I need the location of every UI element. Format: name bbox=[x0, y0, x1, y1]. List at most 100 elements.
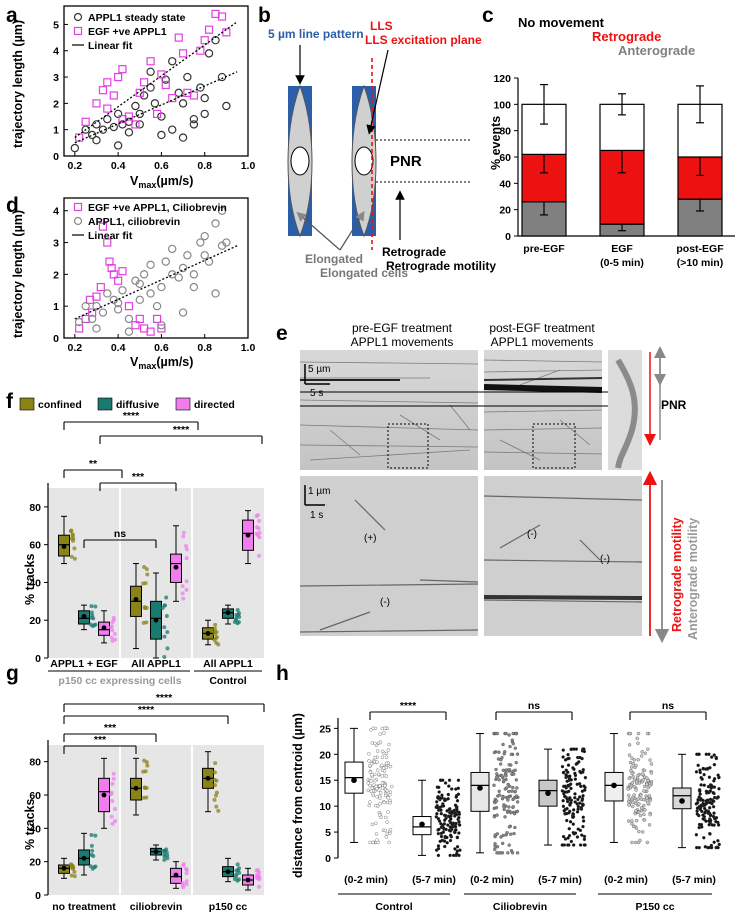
data-point bbox=[581, 815, 585, 819]
data-point bbox=[507, 825, 512, 829]
data-point bbox=[695, 752, 699, 756]
data-point bbox=[257, 518, 262, 523]
data-point bbox=[180, 883, 185, 888]
data-point bbox=[577, 795, 582, 799]
data-point bbox=[217, 12, 227, 21]
data-point bbox=[217, 206, 227, 215]
data-point bbox=[632, 793, 636, 797]
elongated-label-1: Elongated bbox=[305, 252, 363, 266]
data-point bbox=[196, 83, 205, 92]
data-point bbox=[213, 783, 218, 788]
data-point bbox=[513, 789, 517, 794]
lls-label-1: LLS bbox=[370, 19, 393, 33]
cat-egf-time: (0-5 min) bbox=[600, 257, 644, 269]
data-point bbox=[162, 655, 167, 660]
data-point bbox=[566, 843, 570, 847]
y-tick-label: 100 bbox=[493, 99, 511, 111]
timepoint-label: (0-2 min) bbox=[470, 874, 514, 886]
data-point bbox=[379, 791, 383, 795]
data-point bbox=[189, 270, 199, 279]
legend-egf: EGF +ve APPL1 bbox=[88, 26, 167, 38]
data-point bbox=[583, 775, 588, 780]
data-point bbox=[162, 603, 167, 608]
data-point bbox=[378, 732, 382, 736]
data-point bbox=[174, 88, 183, 98]
data-point bbox=[445, 809, 449, 813]
data-point bbox=[573, 792, 577, 796]
data-point bbox=[443, 798, 447, 803]
data-point bbox=[704, 789, 709, 794]
data-point bbox=[575, 810, 580, 814]
mean-marker bbox=[545, 790, 551, 796]
data-point bbox=[70, 533, 75, 538]
data-point bbox=[446, 792, 451, 797]
x-tick-label: 0.4 bbox=[111, 160, 126, 172]
data-point bbox=[626, 819, 631, 823]
data-point bbox=[456, 778, 461, 782]
data-point bbox=[373, 803, 378, 808]
panel-h-box: distance from centroid (µm) 0 5 10 15 20 25 (… bbox=[291, 700, 721, 913]
data-point bbox=[507, 763, 511, 767]
panel-g-ylabel: % tracks bbox=[23, 799, 37, 850]
data-point bbox=[174, 33, 183, 42]
data-point bbox=[580, 833, 584, 837]
retro-label-1: Retrograde bbox=[382, 245, 446, 259]
x-tick-label: 1.0 bbox=[241, 160, 256, 172]
y-tick-label: 2 bbox=[53, 269, 59, 281]
data-point bbox=[181, 534, 186, 539]
data-point bbox=[374, 832, 379, 836]
data-point bbox=[572, 843, 576, 847]
data-point bbox=[632, 778, 636, 782]
data-point bbox=[714, 756, 719, 761]
legend-retro: Retrograde bbox=[592, 29, 661, 44]
data-point bbox=[103, 78, 112, 87]
data-point bbox=[496, 757, 501, 761]
data-point bbox=[706, 784, 711, 789]
data-point bbox=[637, 829, 641, 834]
data-point bbox=[640, 754, 644, 758]
legend-directed: directed bbox=[194, 399, 235, 411]
data-point bbox=[111, 771, 116, 776]
data-point bbox=[384, 835, 388, 839]
data-point bbox=[563, 758, 568, 762]
data-point bbox=[110, 799, 115, 804]
data-point bbox=[118, 286, 127, 295]
data-point bbox=[579, 805, 583, 810]
x-tick-label: 0.6 bbox=[154, 160, 169, 172]
data-point bbox=[642, 797, 646, 802]
kymo-dark-band bbox=[483, 384, 603, 393]
data-point bbox=[162, 625, 167, 630]
data-point bbox=[110, 781, 115, 786]
data-point bbox=[445, 841, 449, 845]
data-point bbox=[109, 91, 118, 100]
data-point bbox=[627, 803, 631, 807]
mean-marker bbox=[245, 877, 251, 883]
data-point bbox=[717, 787, 721, 791]
data-point bbox=[439, 834, 444, 839]
data-point bbox=[443, 844, 447, 849]
data-point bbox=[632, 758, 636, 762]
data-point bbox=[386, 810, 390, 814]
data-point bbox=[439, 811, 443, 816]
data-point bbox=[626, 787, 630, 791]
data-point bbox=[712, 762, 717, 767]
data-point bbox=[174, 273, 183, 282]
data-point bbox=[714, 816, 719, 820]
data-point bbox=[708, 806, 712, 810]
sig-label: *** bbox=[104, 722, 117, 734]
data-point bbox=[111, 776, 116, 781]
data-point bbox=[235, 607, 240, 612]
data-point bbox=[507, 805, 511, 809]
data-point bbox=[629, 768, 633, 773]
cat-egf: EGF bbox=[611, 243, 633, 255]
data-point bbox=[145, 572, 150, 577]
data-point bbox=[257, 530, 262, 535]
data-point bbox=[157, 324, 166, 333]
zoom-box-left bbox=[387, 423, 429, 469]
data-point bbox=[135, 109, 144, 119]
kymo-title-right: post-EGF treatment bbox=[489, 321, 595, 335]
data-point bbox=[701, 801, 705, 806]
data-point bbox=[568, 774, 572, 778]
data-point bbox=[507, 843, 511, 847]
data-point bbox=[222, 101, 231, 111]
